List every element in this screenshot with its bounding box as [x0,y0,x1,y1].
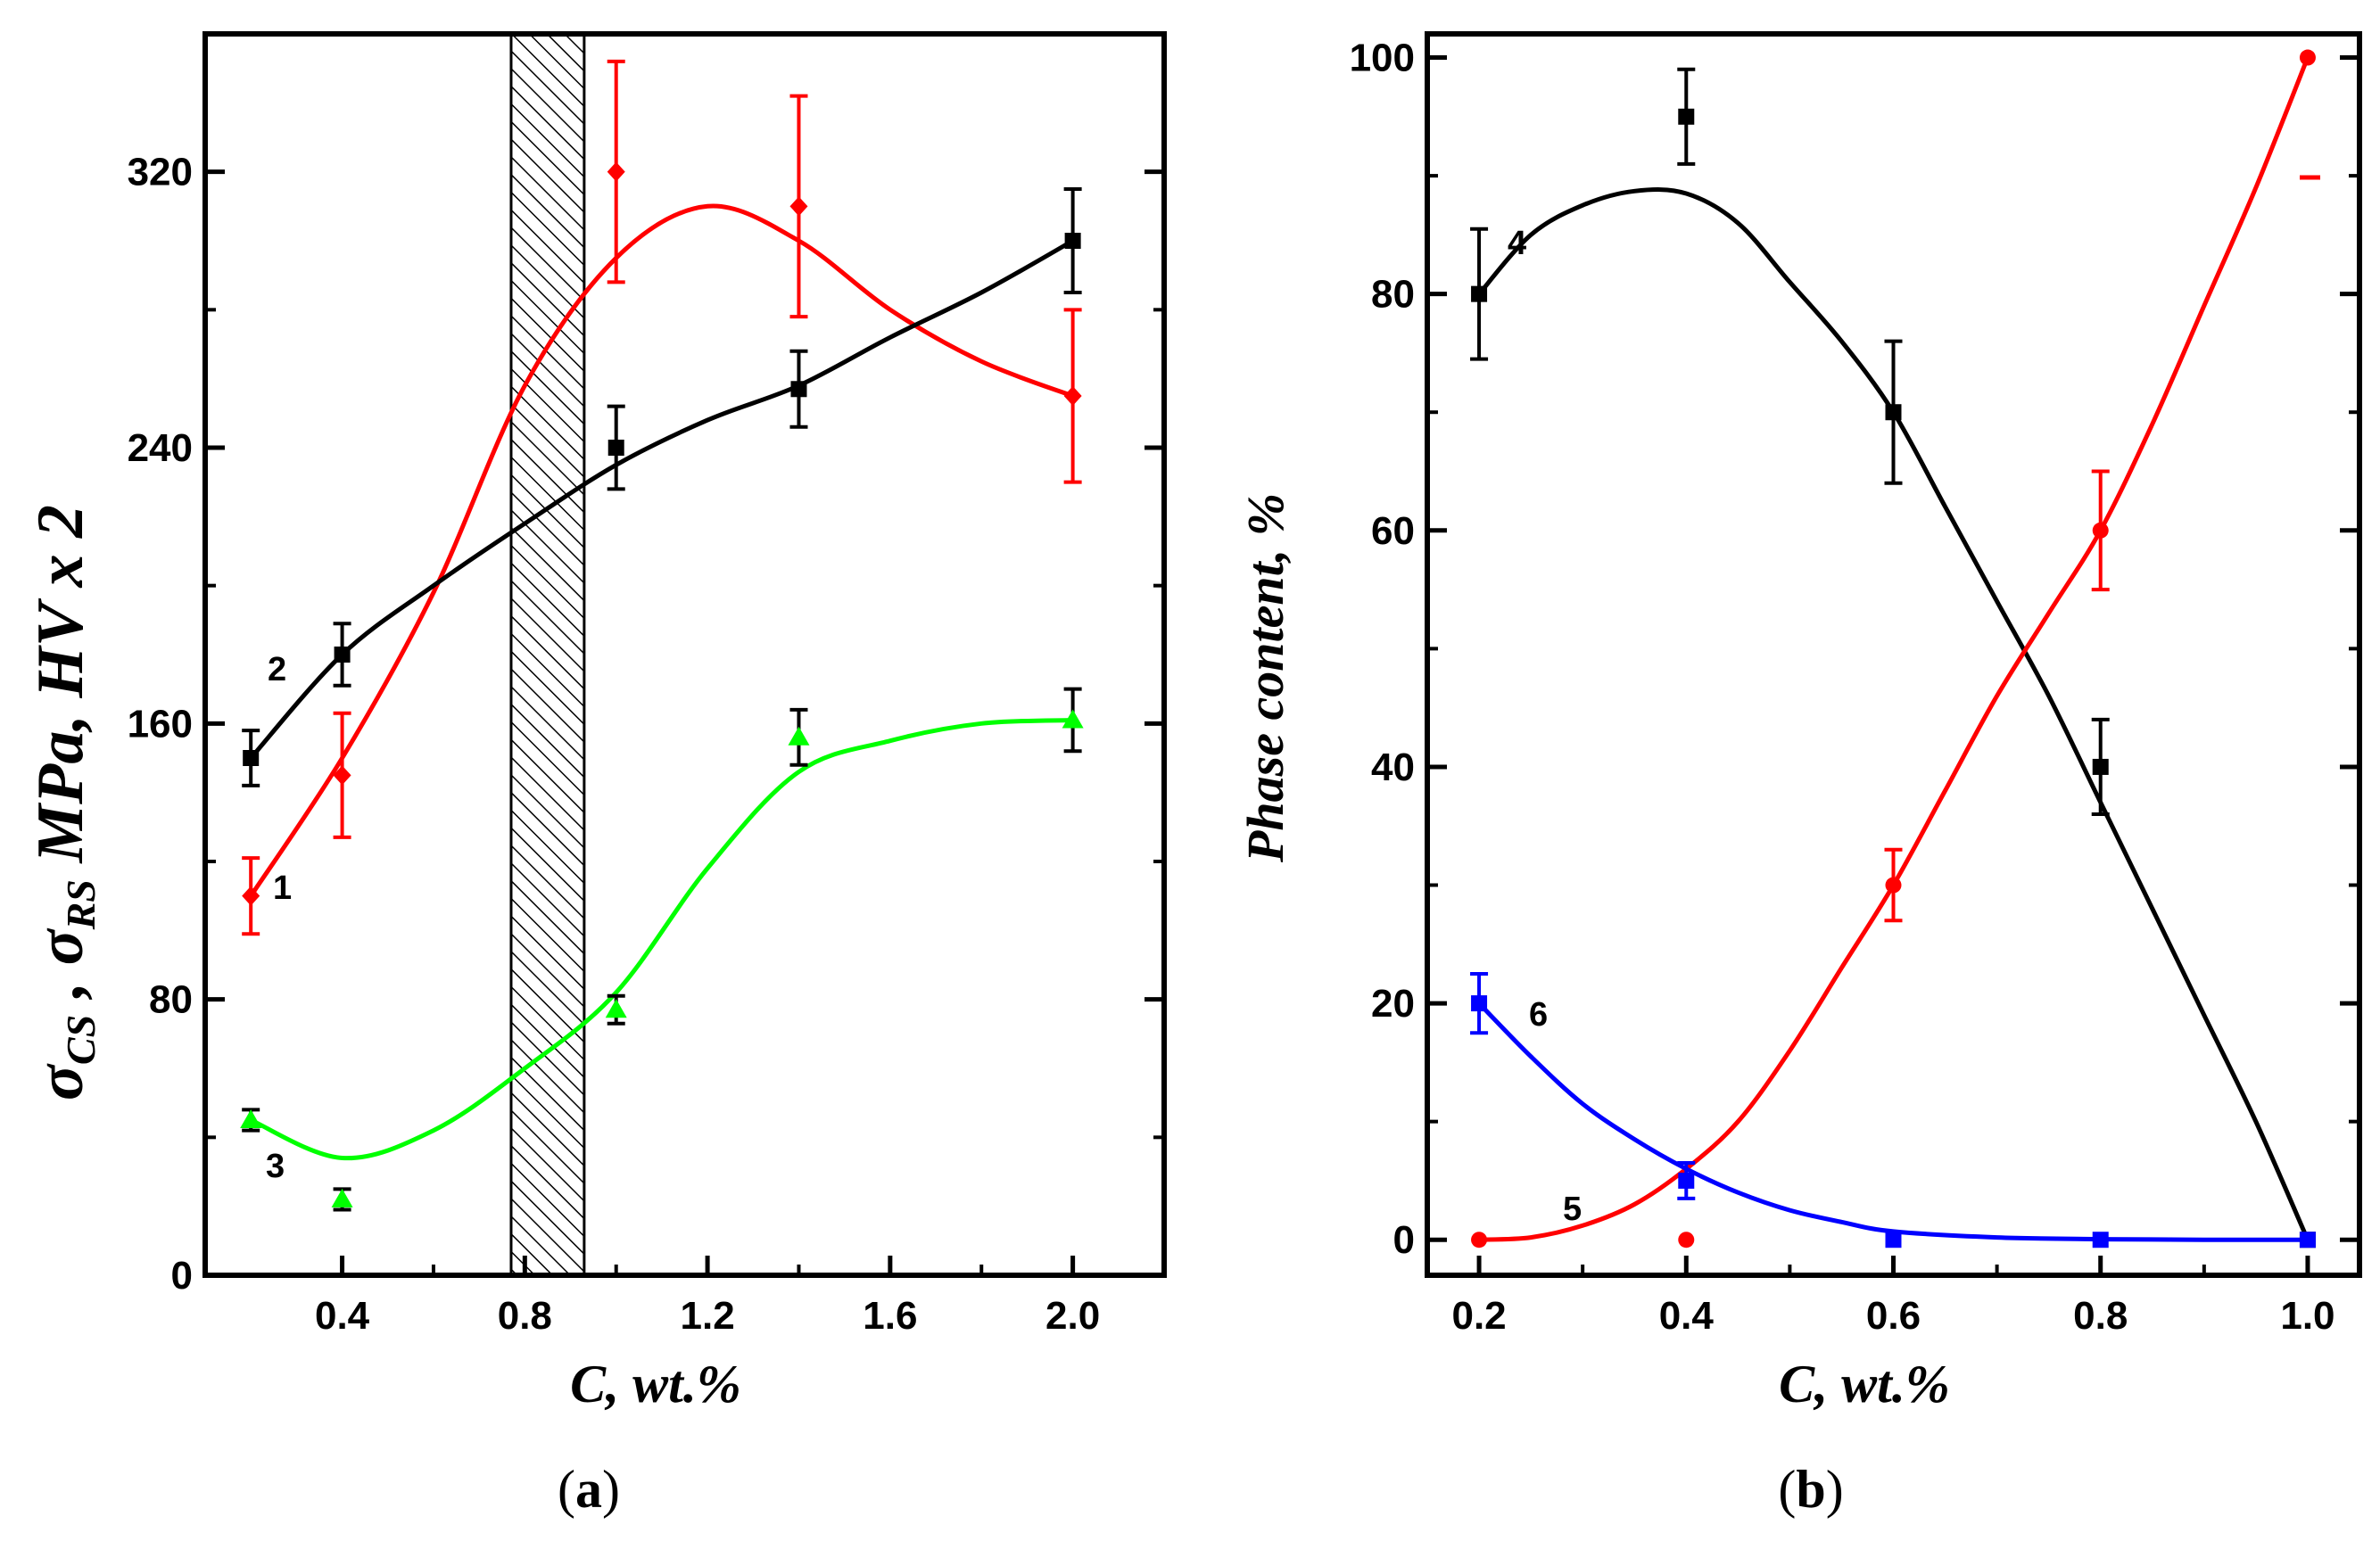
series-3-curve [250,718,1073,1161]
series-6-label: 6 [1529,996,1548,1034]
series-5-point [1471,1232,1488,1248]
plot-frame [202,31,1167,1278]
series-4-point [1471,285,1488,302]
series-3-point [788,726,810,746]
series-2-point [243,750,260,766]
series-2-point [1064,233,1081,249]
series-4-point [2092,758,2109,775]
series-4-label: 4 [1508,225,1526,262]
series-2-point [607,440,624,456]
x-tick-label: 0.8 [498,1294,552,1338]
x-tick-label: 0.4 [315,1294,370,1338]
series-6-point [1885,1232,1902,1248]
series-1-point [1063,386,1082,406]
series-3-point [331,1188,353,1207]
y-tick-label: 240 [128,426,193,470]
series-1-point [789,196,808,217]
y-tick-label: 160 [128,702,193,746]
series-6-curve [1477,1001,2308,1242]
series-2-curve [249,238,1074,760]
shaded-band [509,32,586,1277]
x-tick-label: 0.8 [2073,1294,2128,1338]
y-tick-label: 0 [171,1254,193,1298]
panel-a-chart: 0.4 0.8 1.2 1.6 2.0 0 80 160 240 320 1 2 3 σCS , σR… [24,31,1167,1519]
series-6-point [1678,1172,1695,1189]
series-3-point [1062,709,1084,729]
panel-label-b: (b) [1778,1460,1843,1519]
x-axis-label: C, wt.% [1779,1355,1950,1413]
y-axis-label: σCS , σRS MPa, HV x 2 [24,505,103,1100]
y-tick-label: 100 [1350,37,1415,80]
series-2-point [334,647,351,663]
x-tick-label: 1.0 [2280,1294,2335,1338]
series-5-curve [1478,56,2310,1242]
x-tick-label: 0.4 [1659,1294,1715,1338]
shaded-region [509,32,586,1277]
series-1-label: 1 [273,869,292,907]
series-4-point [1678,108,1695,125]
series-6-point [2092,1232,2109,1248]
y-axis-label: Phase content, % [1236,493,1294,863]
y-tick-label: 80 [1371,273,1415,317]
series-1-point [607,161,625,182]
panel-label-a: (a) [558,1460,620,1519]
panel-b-chart: 0.2 0.4 0.6 0.8 1.0 0 20 40 60 80 100 4 5 6 Phase co… [1236,31,2362,1519]
y-tick-label: 80 [149,978,193,1022]
series-4-curve [1477,187,2310,1241]
series-2-point [790,381,807,398]
y-tick-label: 0 [1393,1218,1415,1262]
x-tick-label: 1.6 [863,1294,917,1338]
x-tick-label: 1.2 [681,1294,735,1338]
x-tick-label: 0.6 [1866,1294,1921,1338]
y-tick-label: 60 [1371,509,1415,553]
series-6-point [2299,1232,2316,1248]
series-6-point [1471,995,1488,1012]
series-1-point [242,886,260,906]
series-5-point [1885,877,1902,894]
series-3-point [240,1109,262,1128]
series-1-point [333,765,351,786]
y-tick-label: 20 [1371,982,1415,1026]
series-3-point [605,999,627,1018]
y-tick-label: 40 [1371,746,1415,789]
y-tick-label: 320 [128,151,193,194]
series-5-point [1678,1232,1695,1248]
series-2-label: 2 [268,651,286,688]
series-5-label: 5 [1563,1191,1582,1228]
x-tick-label: 0.2 [1451,1294,1506,1338]
x-axis-label: C, wt.% [570,1355,741,1413]
series-4-point [1885,404,1902,421]
x-tick-label: 2.0 [1045,1294,1100,1338]
series-5-point [2092,522,2109,539]
series-5-point [2299,49,2316,66]
series-3-label: 3 [266,1148,285,1185]
